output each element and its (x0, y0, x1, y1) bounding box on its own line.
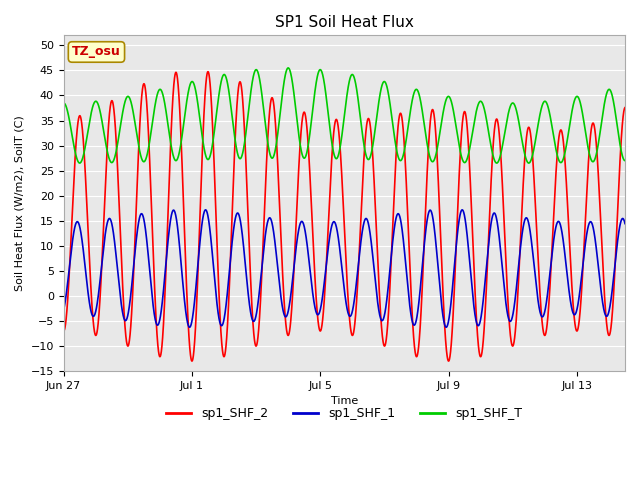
X-axis label: Time: Time (331, 396, 358, 407)
Legend: sp1_SHF_2, sp1_SHF_1, sp1_SHF_T: sp1_SHF_2, sp1_SHF_1, sp1_SHF_T (161, 402, 527, 425)
Text: TZ_osu: TZ_osu (72, 46, 121, 59)
Title: SP1 Soil Heat Flux: SP1 Soil Heat Flux (275, 15, 414, 30)
Y-axis label: Soil Heat Flux (W/m2), SoilT (C): Soil Heat Flux (W/m2), SoilT (C) (15, 115, 25, 291)
